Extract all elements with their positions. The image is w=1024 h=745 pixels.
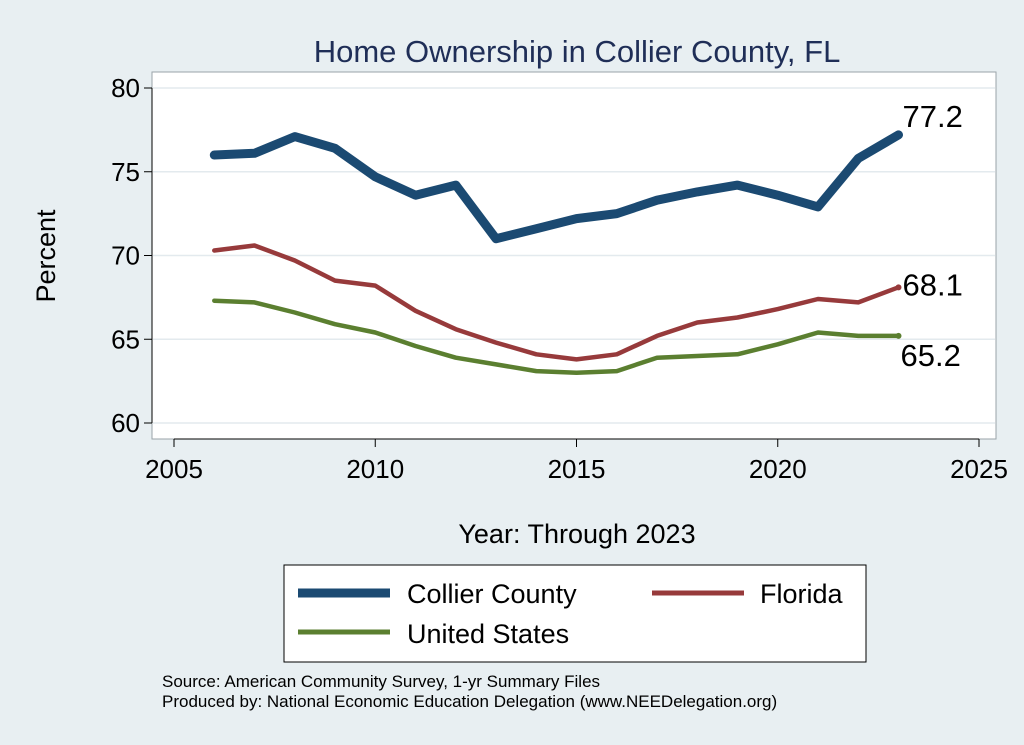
y-tick-label: 70 xyxy=(111,241,140,271)
x-tick-label: 2015 xyxy=(548,454,606,484)
series-end-point-1 xyxy=(895,284,902,291)
series-lines xyxy=(209,130,903,376)
series-end-point-2 xyxy=(895,332,902,339)
series-line-1 xyxy=(212,243,901,362)
y-tick-label: 75 xyxy=(111,157,140,187)
y-tick-label: 80 xyxy=(111,73,140,103)
end-label-2: 65.2 xyxy=(901,338,961,373)
legend-label-florida: Florida xyxy=(760,579,844,609)
series-end-point-0 xyxy=(895,131,902,138)
series-line-2 xyxy=(212,298,901,376)
end-label-0: 77.2 xyxy=(903,99,963,134)
axes: 60 65 70 75 80 2005 2010 2015 2020 2025 xyxy=(111,73,1008,484)
x-axis-label: Year: Through 2023 xyxy=(458,519,695,549)
x-tick-label: 2010 xyxy=(346,454,404,484)
gridlines xyxy=(153,87,995,424)
legend: Collier County Florida United States xyxy=(283,564,867,663)
x-tick-label: 2005 xyxy=(145,454,203,484)
legend-label-us: United States xyxy=(407,619,569,649)
y-tick-label: 60 xyxy=(111,408,140,438)
end-labels: 77.2 68.1 65.2 xyxy=(901,99,963,373)
footer-source: Source: American Community Survey, 1-yr … xyxy=(162,672,600,691)
series-line-0 xyxy=(209,130,903,244)
footer-produced-by: Produced by: National Economic Education… xyxy=(162,692,777,711)
x-tick-label: 2025 xyxy=(950,454,1008,484)
y-tick-label: 65 xyxy=(111,324,140,354)
y-axis-label: Percent xyxy=(31,209,61,303)
legend-label-collier: Collier County xyxy=(407,579,577,609)
end-label-1: 68.1 xyxy=(903,267,963,302)
chart-title: Home Ownership in Collier County, FL xyxy=(314,34,841,69)
legend-box xyxy=(283,564,867,663)
x-tick-label: 2020 xyxy=(749,454,807,484)
